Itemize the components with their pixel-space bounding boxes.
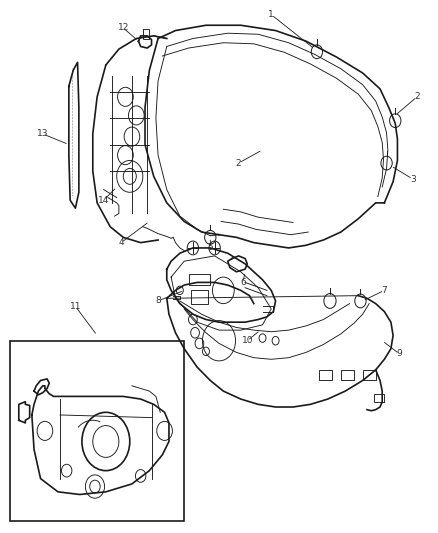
Bar [341, 370, 354, 381]
Text: 7: 7 [381, 286, 387, 295]
Text: 14: 14 [98, 196, 110, 205]
Text: 10: 10 [241, 336, 253, 345]
Bar [143, 29, 149, 38]
Text: 12: 12 [117, 23, 129, 33]
Text: 2: 2 [414, 92, 420, 101]
Text: 2: 2 [236, 159, 241, 167]
Text: 11: 11 [70, 302, 81, 311]
Bar [191, 290, 208, 304]
Text: 9: 9 [397, 350, 403, 359]
Bar [10, 341, 184, 521]
Text: 8: 8 [155, 296, 161, 305]
Bar [363, 370, 376, 381]
Text: 3: 3 [410, 174, 416, 183]
Text: 1: 1 [268, 10, 274, 19]
Bar [319, 370, 332, 381]
Text: 6: 6 [240, 278, 246, 287]
Bar [374, 394, 385, 402]
Bar [188, 274, 210, 285]
Text: 4: 4 [118, 238, 124, 247]
Text: 5: 5 [208, 244, 213, 253]
Text: 13: 13 [37, 130, 49, 139]
